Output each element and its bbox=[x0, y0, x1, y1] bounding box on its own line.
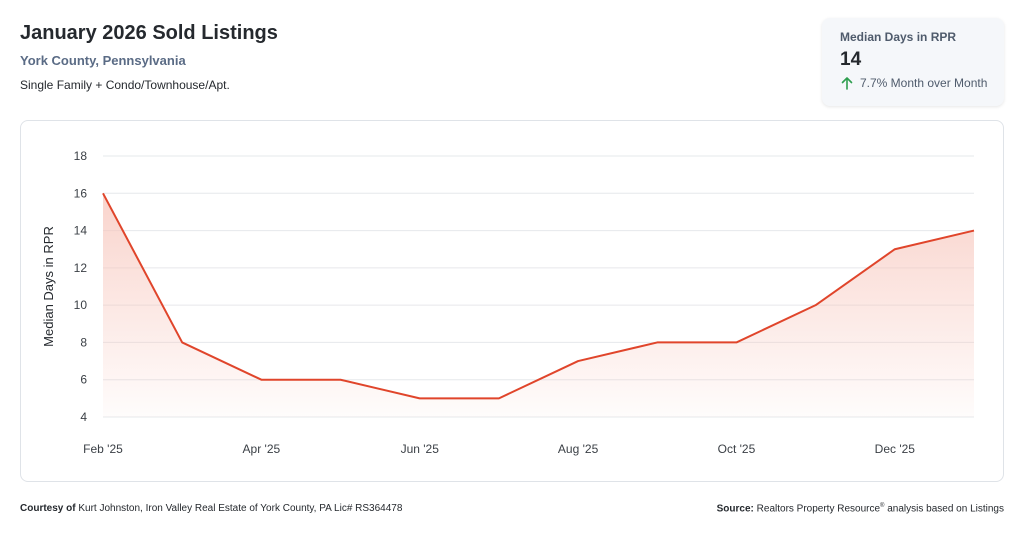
x-tick-label: Feb '25 bbox=[83, 442, 123, 456]
data-point bbox=[893, 247, 897, 251]
series-area bbox=[103, 193, 974, 417]
y-tick-label: 16 bbox=[74, 186, 88, 200]
x-tick-label: Dec '25 bbox=[875, 442, 916, 456]
data-point bbox=[972, 229, 976, 233]
data-point bbox=[180, 340, 184, 344]
x-tick-label: Apr '25 bbox=[243, 442, 281, 456]
courtesy-label: Courtesy of bbox=[20, 503, 76, 514]
data-point bbox=[418, 396, 422, 400]
y-tick-label: 6 bbox=[80, 373, 87, 387]
footer-source: Source: Realtors Property Resource® anal… bbox=[717, 503, 1004, 514]
chart-card: 4 6 8 10 12 14 16 18 Median Days in RPR Feb '25 Ap… bbox=[20, 120, 1004, 482]
data-point bbox=[576, 359, 580, 363]
data-point bbox=[655, 340, 659, 344]
y-tick-label: 14 bbox=[74, 224, 88, 238]
x-tick-label: Aug '25 bbox=[558, 442, 599, 456]
y-tick-label: 8 bbox=[80, 335, 87, 349]
property-types-description: Single Family + Condo/Townhouse/Apt. bbox=[20, 78, 230, 92]
x-tick-label: Oct '25 bbox=[718, 442, 756, 456]
source-text: Realtors Property Resource bbox=[756, 503, 881, 515]
page-title: January 2026 Sold Listings bbox=[20, 22, 278, 44]
data-point bbox=[259, 378, 263, 382]
data-point bbox=[734, 340, 738, 344]
kpi-label: Median Days in RPR bbox=[840, 30, 957, 44]
data-point bbox=[814, 303, 818, 307]
data-point bbox=[497, 396, 501, 400]
kpi-change-row: 7.7% Month over Month bbox=[840, 76, 1004, 90]
courtesy-text: Kurt Johnston, Iron Valley Real Estate o… bbox=[78, 503, 403, 514]
registered-mark: ® bbox=[880, 503, 885, 509]
y-tick-label: 10 bbox=[74, 298, 88, 312]
y-tick-label: 4 bbox=[80, 410, 87, 424]
y-axis-label: Median Days in RPR bbox=[41, 226, 56, 347]
series-line bbox=[102, 192, 975, 400]
kpi-value: 14 bbox=[840, 49, 862, 70]
arrow-up-icon bbox=[841, 77, 853, 90]
y-tick-label: 12 bbox=[74, 261, 88, 275]
location-subtitle: York County, Pennsylvania bbox=[20, 53, 186, 68]
kpi-card: Median Days in RPR 14 7.7% Month over Mo… bbox=[822, 18, 1004, 106]
line-chart: 4 6 8 10 12 14 16 18 Median Days in RPR Feb '25 Ap… bbox=[41, 149, 976, 456]
data-point bbox=[339, 378, 343, 382]
data-point bbox=[101, 191, 105, 195]
source-label: Source: bbox=[716, 503, 754, 515]
y-tick-label: 18 bbox=[74, 149, 88, 163]
kpi-change-text: 7.7% Month over Month bbox=[860, 76, 988, 90]
source-suffix: analysis based on Listings bbox=[887, 503, 1004, 515]
footer-courtesy: Courtesy of Kurt Johnston, Iron Valley R… bbox=[20, 503, 402, 514]
x-tick-label: Jun '25 bbox=[401, 442, 440, 456]
